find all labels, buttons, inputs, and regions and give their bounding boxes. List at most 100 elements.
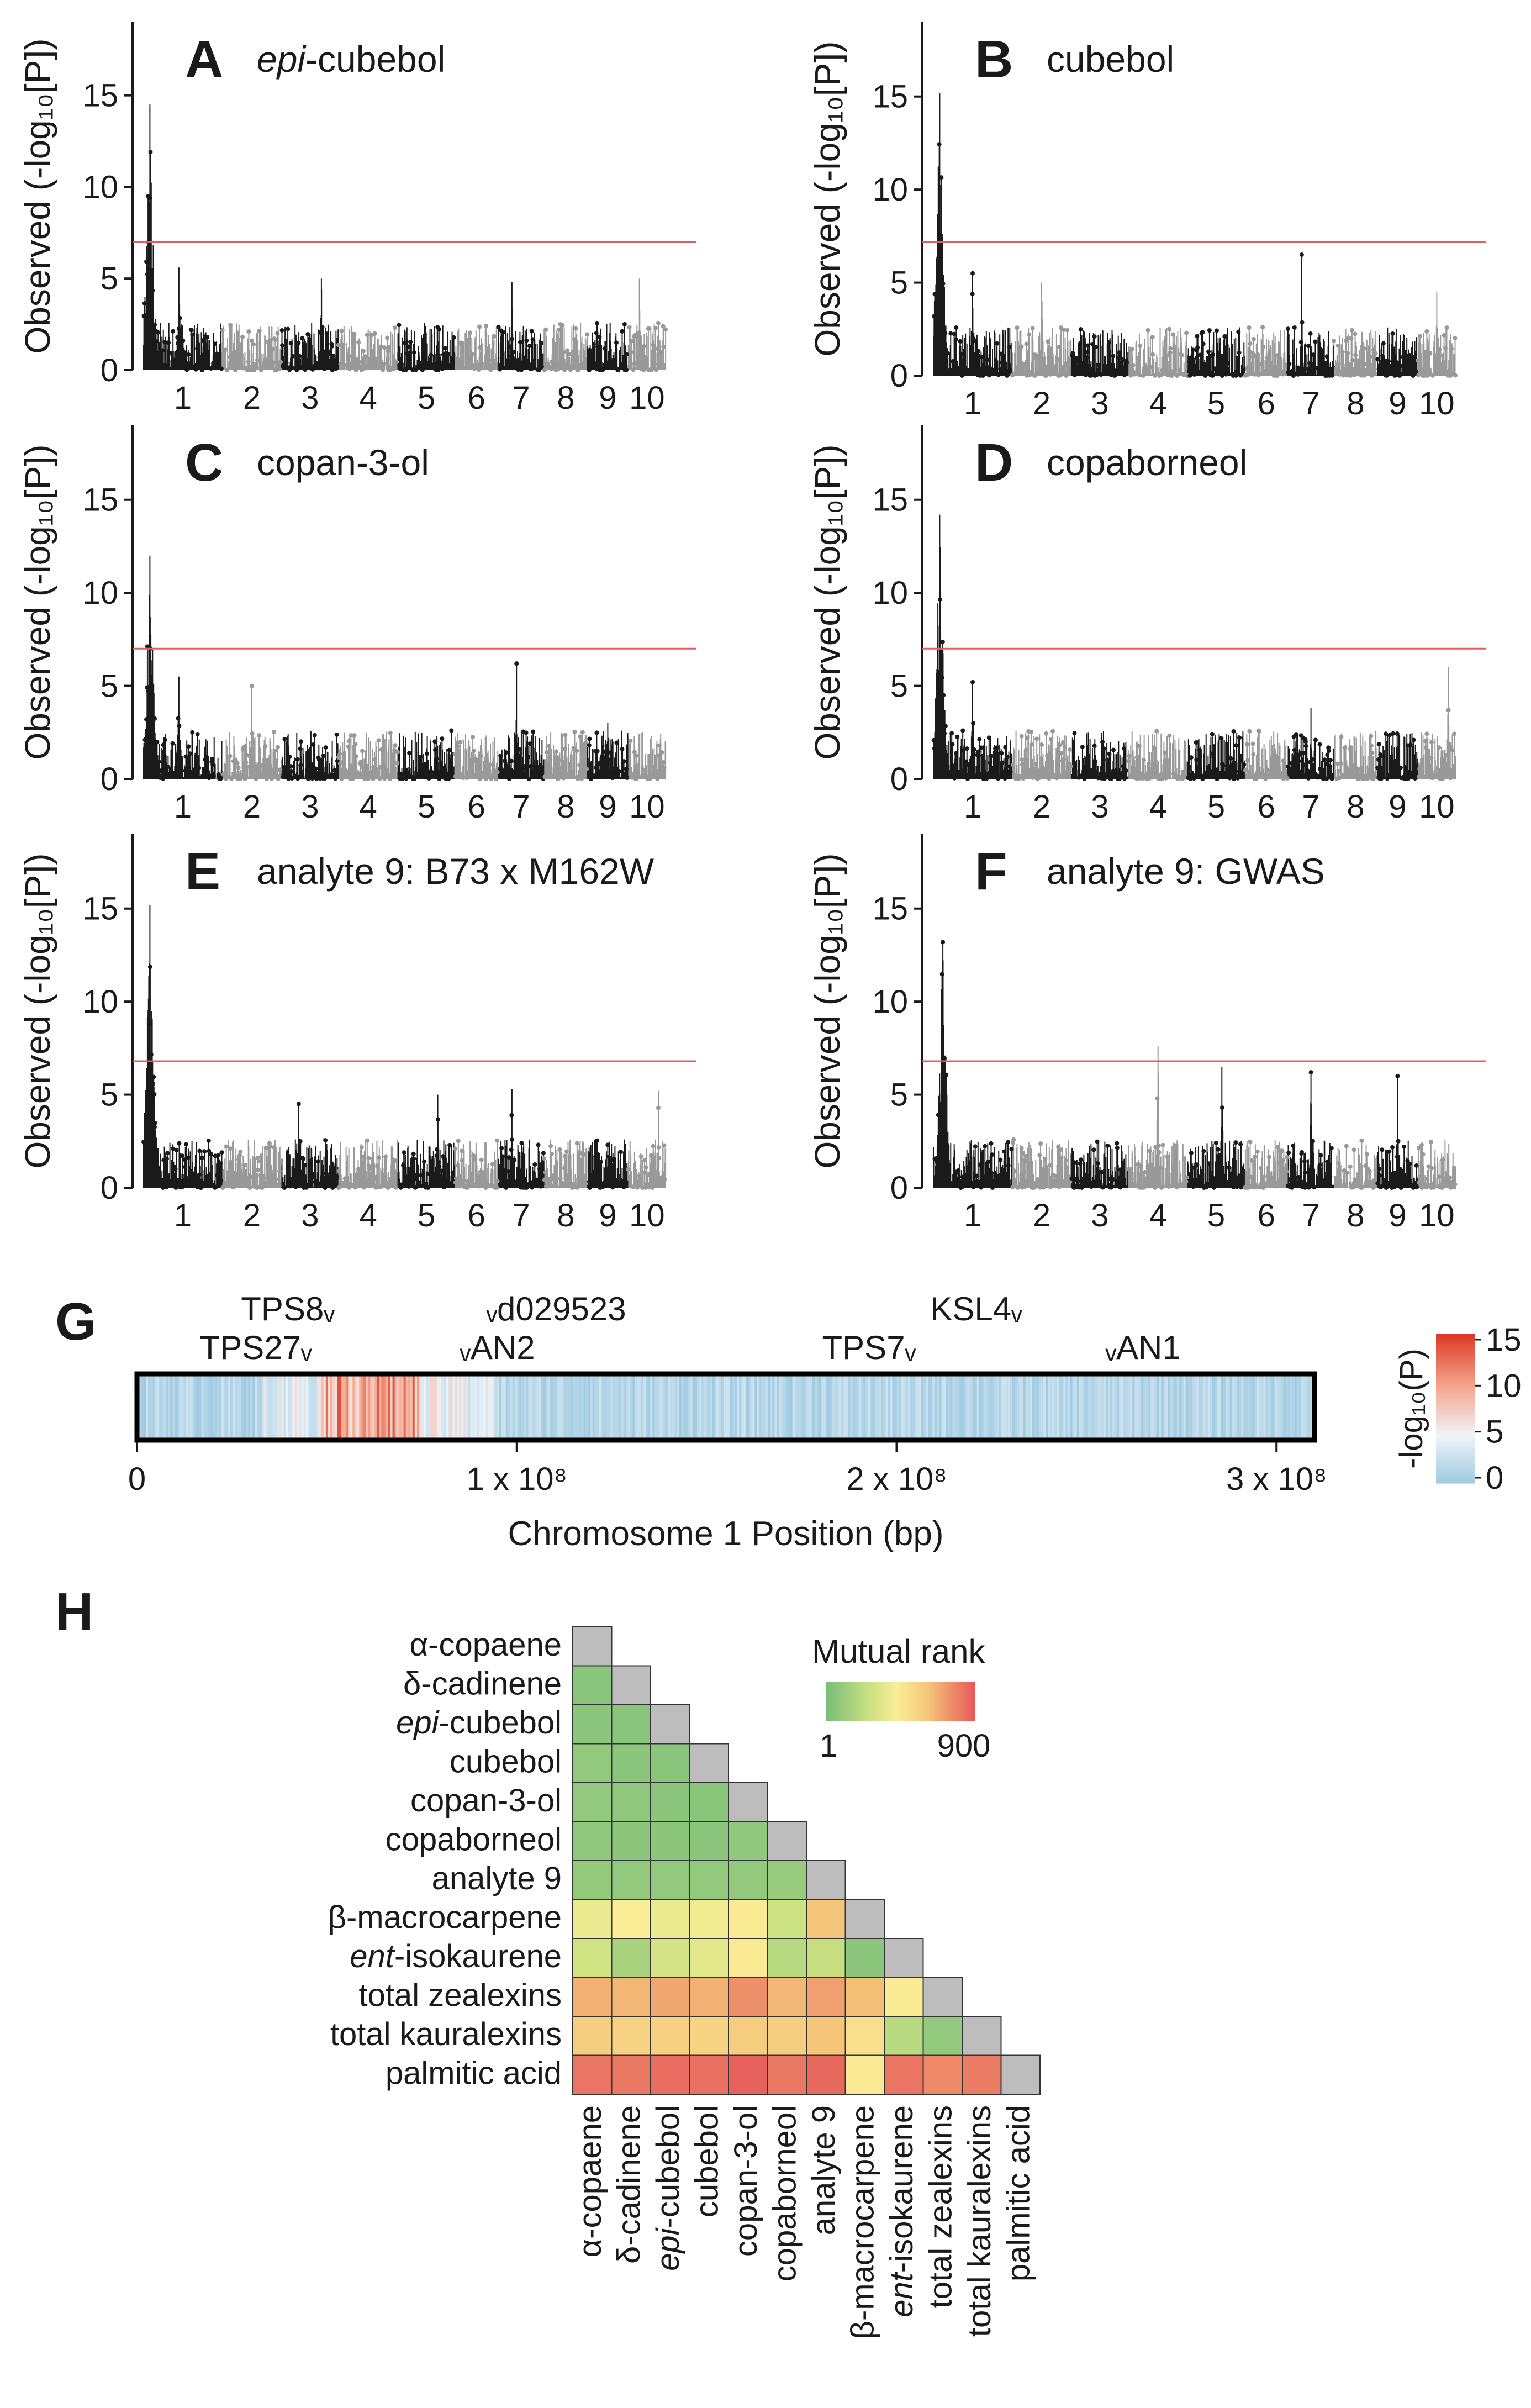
panel-title-d: copaborneol — [1047, 442, 1247, 483]
column-label: total zealexins — [922, 2105, 958, 2309]
chromosome-label: 8 — [557, 789, 574, 825]
mutual-rank-cell — [767, 1899, 807, 1939]
y-tick-label: 0 — [890, 761, 908, 797]
column-label: palmitic acid — [1000, 2105, 1036, 2281]
panel-title-f: analyte 9: GWAS — [1047, 851, 1325, 892]
column-label: total kauralexins — [962, 2105, 997, 2337]
chromosome-label: 6 — [468, 380, 485, 416]
chromosome-label: 8 — [1347, 789, 1364, 825]
legend-max-label: 900 — [937, 1728, 991, 1764]
mutual-rank-cell — [572, 1938, 613, 1978]
chromosome-label: 3 — [1091, 789, 1108, 825]
y-tick-label: 5 — [890, 1077, 908, 1113]
snp-top-dots — [141, 965, 667, 1190]
x-tick-label: 0 — [128, 1461, 146, 1497]
mutual-rank-cell — [728, 1860, 768, 1900]
chromosome-label: 6 — [1258, 1198, 1275, 1234]
chromosome-label: 1 — [964, 789, 981, 825]
mutual-rank-cell — [572, 1899, 613, 1939]
mutual-rank-cell — [650, 1743, 690, 1783]
panel-letter-f: F — [975, 842, 1007, 901]
mutual-rank-legend: Mutual rank 1 900 — [812, 1633, 990, 1764]
mutual-rank-cell — [728, 1938, 768, 1978]
mutual-rank-cell — [611, 2016, 651, 2056]
mutual-rank-cell — [572, 1743, 613, 1783]
mutual-rank-cell — [767, 2054, 807, 2095]
chromosome-label: 10 — [1419, 1198, 1455, 1234]
y-tick-label: 10 — [872, 575, 908, 611]
chromosome-label: 5 — [1207, 789, 1225, 825]
panel-title-a: epi-cubebol — [257, 39, 445, 80]
legend-tick-label: 5 — [1486, 1414, 1503, 1450]
diagonal-cell — [922, 1977, 963, 2017]
y-tick-label: 15 — [872, 482, 908, 518]
chromosome-label: 8 — [557, 1198, 574, 1234]
chromosome-label: 10 — [1419, 789, 1455, 825]
mutual-rank-cell — [806, 1977, 846, 2017]
chromosome-label: 4 — [360, 1198, 377, 1234]
chromosome-label: 2 — [243, 789, 261, 825]
chromosome-label: 7 — [512, 380, 530, 416]
chromosome-label: 2 — [1033, 1198, 1050, 1234]
gene-label: ᵥAN2 — [460, 1329, 535, 1366]
mutual-rank-cell — [728, 1821, 768, 1861]
row-label: ent-isokaurene — [350, 1938, 562, 1974]
panel-title-e: analyte 9: B73 x M162W — [257, 851, 654, 892]
mutual-rank-cell — [572, 2016, 613, 2056]
mutual-rank-cell — [611, 1899, 651, 1939]
chromosome-label: 3 — [1091, 386, 1108, 421]
legend-tick-label: 0 — [1486, 1460, 1503, 1496]
y-tick-label: 5 — [890, 668, 908, 704]
legend-min-label: 1 — [820, 1728, 837, 1764]
column-label: copan-3-ol — [728, 2105, 764, 2257]
y-tick-label: 15 — [82, 78, 118, 114]
panel-letter-g: G — [55, 1292, 97, 1351]
mutual-rank-cell — [884, 2054, 924, 2095]
y-tick-label: 15 — [82, 482, 118, 518]
mutual-rank-cell — [806, 2054, 846, 2095]
heat-strip — [137, 1374, 1315, 1440]
mutual-rank-cell — [572, 1704, 613, 1745]
chromosome-label: 2 — [243, 380, 261, 416]
mutual-rank-cell — [572, 1782, 613, 1822]
mutual-rank-cell — [689, 2054, 729, 2095]
chromosome-label: 10 — [629, 380, 665, 416]
chromosome-label: 1 — [174, 789, 192, 825]
mutual-rank-cell — [728, 1899, 768, 1939]
mutual-rank-cell — [689, 1899, 729, 1939]
y-tick-label: 0 — [101, 1170, 118, 1206]
panel-letter-e: E — [185, 842, 220, 901]
mutual-rank-cell — [572, 1665, 613, 1705]
chromosome-label: 5 — [418, 380, 435, 416]
row-label: δ-cadinene — [403, 1666, 562, 1702]
mutual-rank-cell — [611, 1938, 651, 1978]
snp-top-dots — [141, 150, 668, 372]
chromosome-label: 1 — [964, 1198, 981, 1234]
y-tick-label: 0 — [890, 1170, 908, 1206]
y-axis-label: Observed (-log₁₀[P]) — [807, 41, 847, 357]
panel-title-b: cubebol — [1047, 39, 1174, 80]
chromosome-label: 2 — [243, 1198, 261, 1234]
chromosome-label: 7 — [1302, 1198, 1319, 1234]
chromosome-label: 8 — [1347, 1198, 1364, 1234]
x-tick-label: 2 x 10⁸ — [846, 1461, 947, 1497]
chromosome-label: 3 — [301, 380, 319, 416]
mutual-rank-cell — [728, 1977, 768, 2017]
x-tick-label: 1 x 10⁸ — [467, 1461, 567, 1497]
chromosome-label: 7 — [512, 789, 530, 825]
y-tick-label: 5 — [101, 261, 118, 297]
gene-label: TPS8ᵥ — [241, 1290, 335, 1327]
chromosome-label: 9 — [599, 789, 616, 825]
chromosome-label: 9 — [1389, 789, 1406, 825]
mutual-rank-cell — [767, 1938, 807, 1978]
mutual-rank-cell — [689, 1782, 729, 1822]
mutual-rank-cell — [689, 2016, 729, 2056]
mutual-rank-cell — [611, 1782, 651, 1822]
snp-points-dark — [143, 905, 629, 1188]
diagonal-cell — [572, 1626, 613, 1667]
